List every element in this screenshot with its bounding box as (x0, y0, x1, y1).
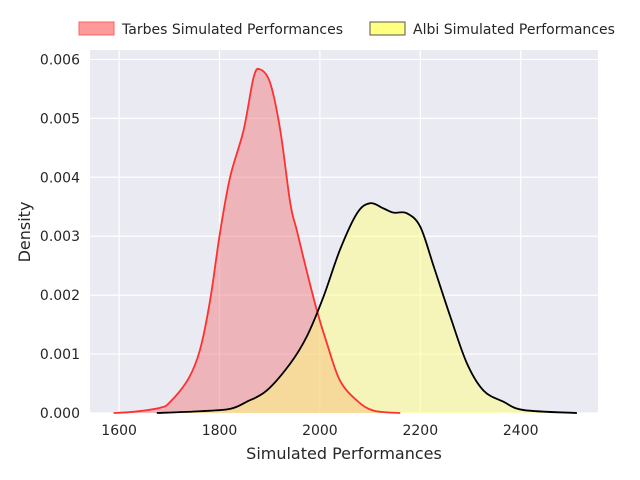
y-tick-label: 0.004 (40, 170, 80, 186)
x-tick-label: 2200 (402, 423, 438, 439)
y-tick-label: 0.001 (40, 347, 80, 363)
y-axis-label: Density (15, 202, 34, 263)
density-fill-tarbes (113, 68, 401, 413)
x-tick-label: 1600 (101, 423, 137, 439)
legend-swatch-tarbes (78, 21, 115, 36)
legend-label-albi: Albi Simulated Performances (413, 22, 615, 38)
legend-label-tarbes: Tarbes Simulated Performances (121, 22, 343, 38)
y-tick-label: 0.005 (40, 111, 80, 127)
density-line-albi (156, 202, 577, 414)
x-tick-label: 2400 (503, 423, 539, 439)
density-fill-albi (156, 203, 577, 413)
x-axis-label: Simulated Performances (246, 444, 442, 463)
x-tick-label: 2000 (302, 423, 338, 439)
x-tick-labels: 1600 1800 2000 2200 2400 (101, 423, 538, 439)
y-tick-label: 0.003 (40, 229, 80, 245)
y-tick-label: 0.002 (40, 288, 80, 304)
density-line-tarbes (113, 67, 401, 414)
legend-swatch-albi (369, 21, 406, 36)
y-tick-labels: 0.000 0.001 0.002 0.003 0.004 0.005 0.006 (40, 52, 80, 422)
y-tick-label: 0.006 (40, 52, 80, 68)
series-group (113, 67, 577, 414)
x-tick-label: 1800 (202, 423, 238, 439)
legend: Tarbes Simulated Performances Albi Simul… (78, 21, 615, 38)
y-tick-label: 0.000 (40, 406, 80, 422)
